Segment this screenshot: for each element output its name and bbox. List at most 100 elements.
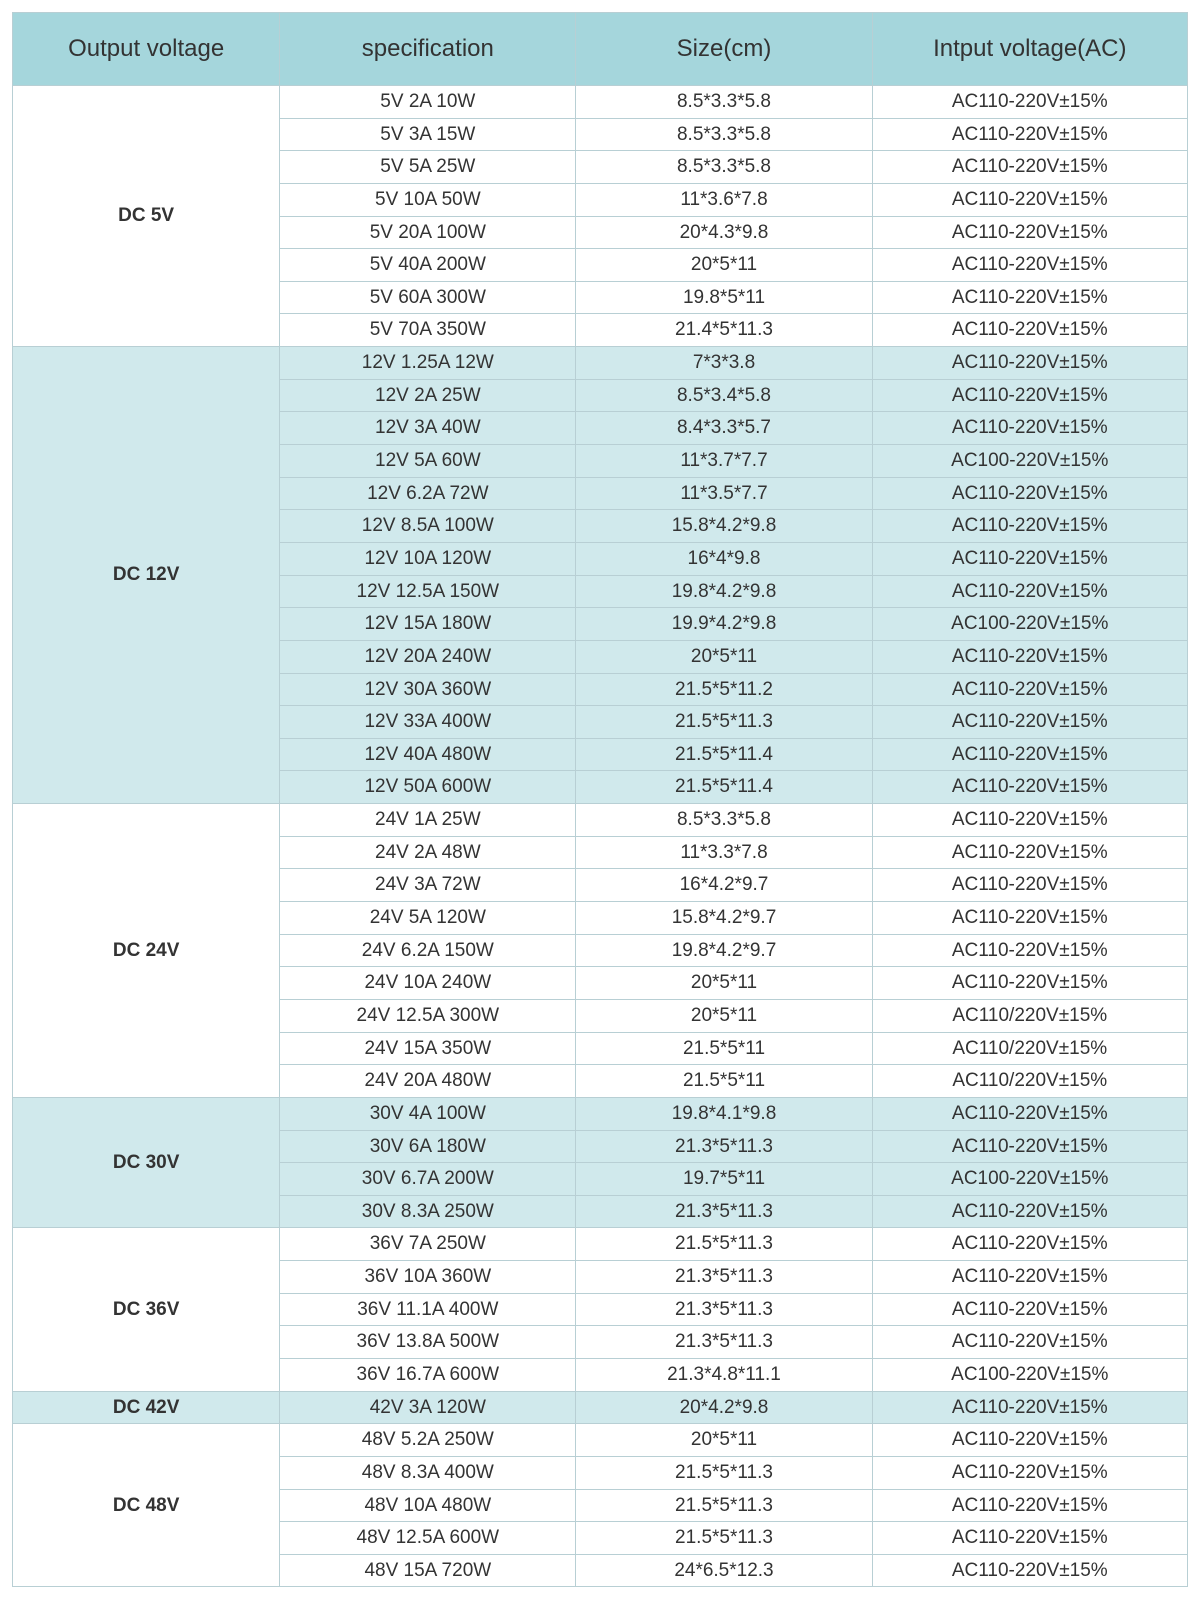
cell-spec: 12V 6.2A 72W [280,477,576,510]
cell-size: 21.5*5*11 [576,1065,872,1098]
cell-input: AC110-220V±15% [872,151,1187,184]
cell-input: AC110-220V±15% [872,542,1187,575]
cell-input: AC110-220V±15% [872,412,1187,445]
cell-input: AC110-220V±15% [872,1130,1187,1163]
cell-size: 15.8*4.2*9.7 [576,902,872,935]
table-row: DC 48V48V 5.2A 250W20*5*11AC110-220V±15% [13,1424,1188,1457]
cell-size: 19.9*4.2*9.8 [576,608,872,641]
cell-input: AC110-220V±15% [872,183,1187,216]
group-label: DC 24V [13,804,280,1098]
cell-input: AC100-220V±15% [872,1358,1187,1391]
col-header-input: Intput voltage(AC) [872,13,1187,86]
cell-size: 11*3.3*7.8 [576,836,872,869]
cell-spec: 12V 2A 25W [280,379,576,412]
group-label: DC 36V [13,1228,280,1391]
cell-input: AC110-220V±15% [872,477,1187,510]
cell-spec: 5V 20A 100W [280,216,576,249]
cell-spec: 24V 15A 350W [280,1032,576,1065]
cell-size: 7*3*3.8 [576,347,872,380]
table-body: DC 5V5V 2A 10W8.5*3.3*5.8AC110-220V±15%5… [13,86,1188,1587]
cell-spec: 24V 20A 480W [280,1065,576,1098]
table-row: DC 30V30V 4A 100W19.8*4.1*9.8AC110-220V±… [13,1097,1188,1130]
cell-size: 8.5*3.3*5.8 [576,118,872,151]
group-label: DC 12V [13,347,280,804]
cell-input: AC110-220V±15% [872,902,1187,935]
cell-spec: 48V 15A 720W [280,1554,576,1587]
cell-size: 16*4.2*9.7 [576,869,872,902]
cell-input: AC110-220V±15% [872,934,1187,967]
cell-input: AC110-220V±15% [872,1456,1187,1489]
cell-input: AC110-220V±15% [872,804,1187,837]
cell-size: 8.4*3.3*5.7 [576,412,872,445]
cell-input: AC110-220V±15% [872,86,1187,119]
cell-input: AC110/220V±15% [872,1032,1187,1065]
cell-spec: 12V 1.25A 12W [280,347,576,380]
cell-size: 21.3*5*11.3 [576,1293,872,1326]
cell-size: 19.8*4.2*9.8 [576,575,872,608]
cell-input: AC110-220V±15% [872,967,1187,1000]
cell-spec: 24V 3A 72W [280,869,576,902]
cell-spec: 42V 3A 120W [280,1391,576,1424]
cell-input: AC110-220V±15% [872,1097,1187,1130]
cell-size: 8.5*3.3*5.8 [576,86,872,119]
cell-size: 21.5*5*11.3 [576,706,872,739]
table-header: Output voltage specification Size(cm) In… [13,13,1188,86]
cell-size: 19.8*5*11 [576,281,872,314]
col-header-spec: specification [280,13,576,86]
cell-spec: 24V 10A 240W [280,967,576,1000]
cell-input: AC110-220V±15% [872,1554,1187,1587]
col-header-output: Output voltage [13,13,280,86]
cell-input: AC100-220V±15% [872,1163,1187,1196]
cell-spec: 12V 33A 400W [280,706,576,739]
cell-spec: 36V 13.8A 500W [280,1326,576,1359]
cell-size: 16*4*9.8 [576,542,872,575]
cell-size: 19.8*4.2*9.7 [576,934,872,967]
cell-spec: 12V 40A 480W [280,738,576,771]
cell-size: 19.7*5*11 [576,1163,872,1196]
cell-spec: 30V 8.3A 250W [280,1195,576,1228]
cell-spec: 48V 12.5A 600W [280,1522,576,1555]
cell-size: 21.3*4.8*11.1 [576,1358,872,1391]
group-label: DC 5V [13,86,280,347]
cell-spec: 24V 1A 25W [280,804,576,837]
cell-spec: 24V 6.2A 150W [280,934,576,967]
cell-input: AC110-220V±15% [872,1326,1187,1359]
cell-spec: 12V 5A 60W [280,445,576,478]
cell-size: 11*3.5*7.7 [576,477,872,510]
cell-size: 15.8*4.2*9.8 [576,510,872,543]
cell-input: AC110-220V±15% [872,1522,1187,1555]
cell-size: 21.5*5*11.3 [576,1522,872,1555]
table-row: DC 12V12V 1.25A 12W7*3*3.8AC110-220V±15% [13,347,1188,380]
cell-spec: 24V 2A 48W [280,836,576,869]
table-row: DC 36V36V 7A 250W21.5*5*11.3AC110-220V±1… [13,1228,1188,1261]
cell-spec: 12V 8.5A 100W [280,510,576,543]
cell-input: AC110-220V±15% [872,673,1187,706]
cell-size: 21.5*5*11.4 [576,771,872,804]
cell-spec: 12V 30A 360W [280,673,576,706]
cell-size: 20*4.3*9.8 [576,216,872,249]
col-header-size: Size(cm) [576,13,872,86]
cell-input: AC110-220V±15% [872,249,1187,282]
cell-input: AC100-220V±15% [872,608,1187,641]
cell-spec: 30V 6.7A 200W [280,1163,576,1196]
cell-size: 21.5*5*11.4 [576,738,872,771]
cell-spec: 36V 16.7A 600W [280,1358,576,1391]
cell-spec: 5V 70A 350W [280,314,576,347]
cell-size: 21.3*5*11.3 [576,1130,872,1163]
cell-size: 21.5*5*11.3 [576,1228,872,1261]
cell-spec: 12V 20A 240W [280,640,576,673]
cell-size: 20*5*11 [576,640,872,673]
cell-size: 20*5*11 [576,1424,872,1457]
cell-size: 21.3*5*11.3 [576,1326,872,1359]
cell-spec: 12V 15A 180W [280,608,576,641]
cell-input: AC110-220V±15% [872,1424,1187,1457]
cell-spec: 12V 50A 600W [280,771,576,804]
cell-size: 21.4*5*11.3 [576,314,872,347]
cell-spec: 24V 5A 120W [280,902,576,935]
cell-spec: 36V 11.1A 400W [280,1293,576,1326]
cell-spec: 5V 3A 15W [280,118,576,151]
cell-size: 21.5*5*11.3 [576,1456,872,1489]
cell-spec: 5V 40A 200W [280,249,576,282]
cell-size: 21.3*5*11.3 [576,1261,872,1294]
cell-spec: 5V 5A 25W [280,151,576,184]
